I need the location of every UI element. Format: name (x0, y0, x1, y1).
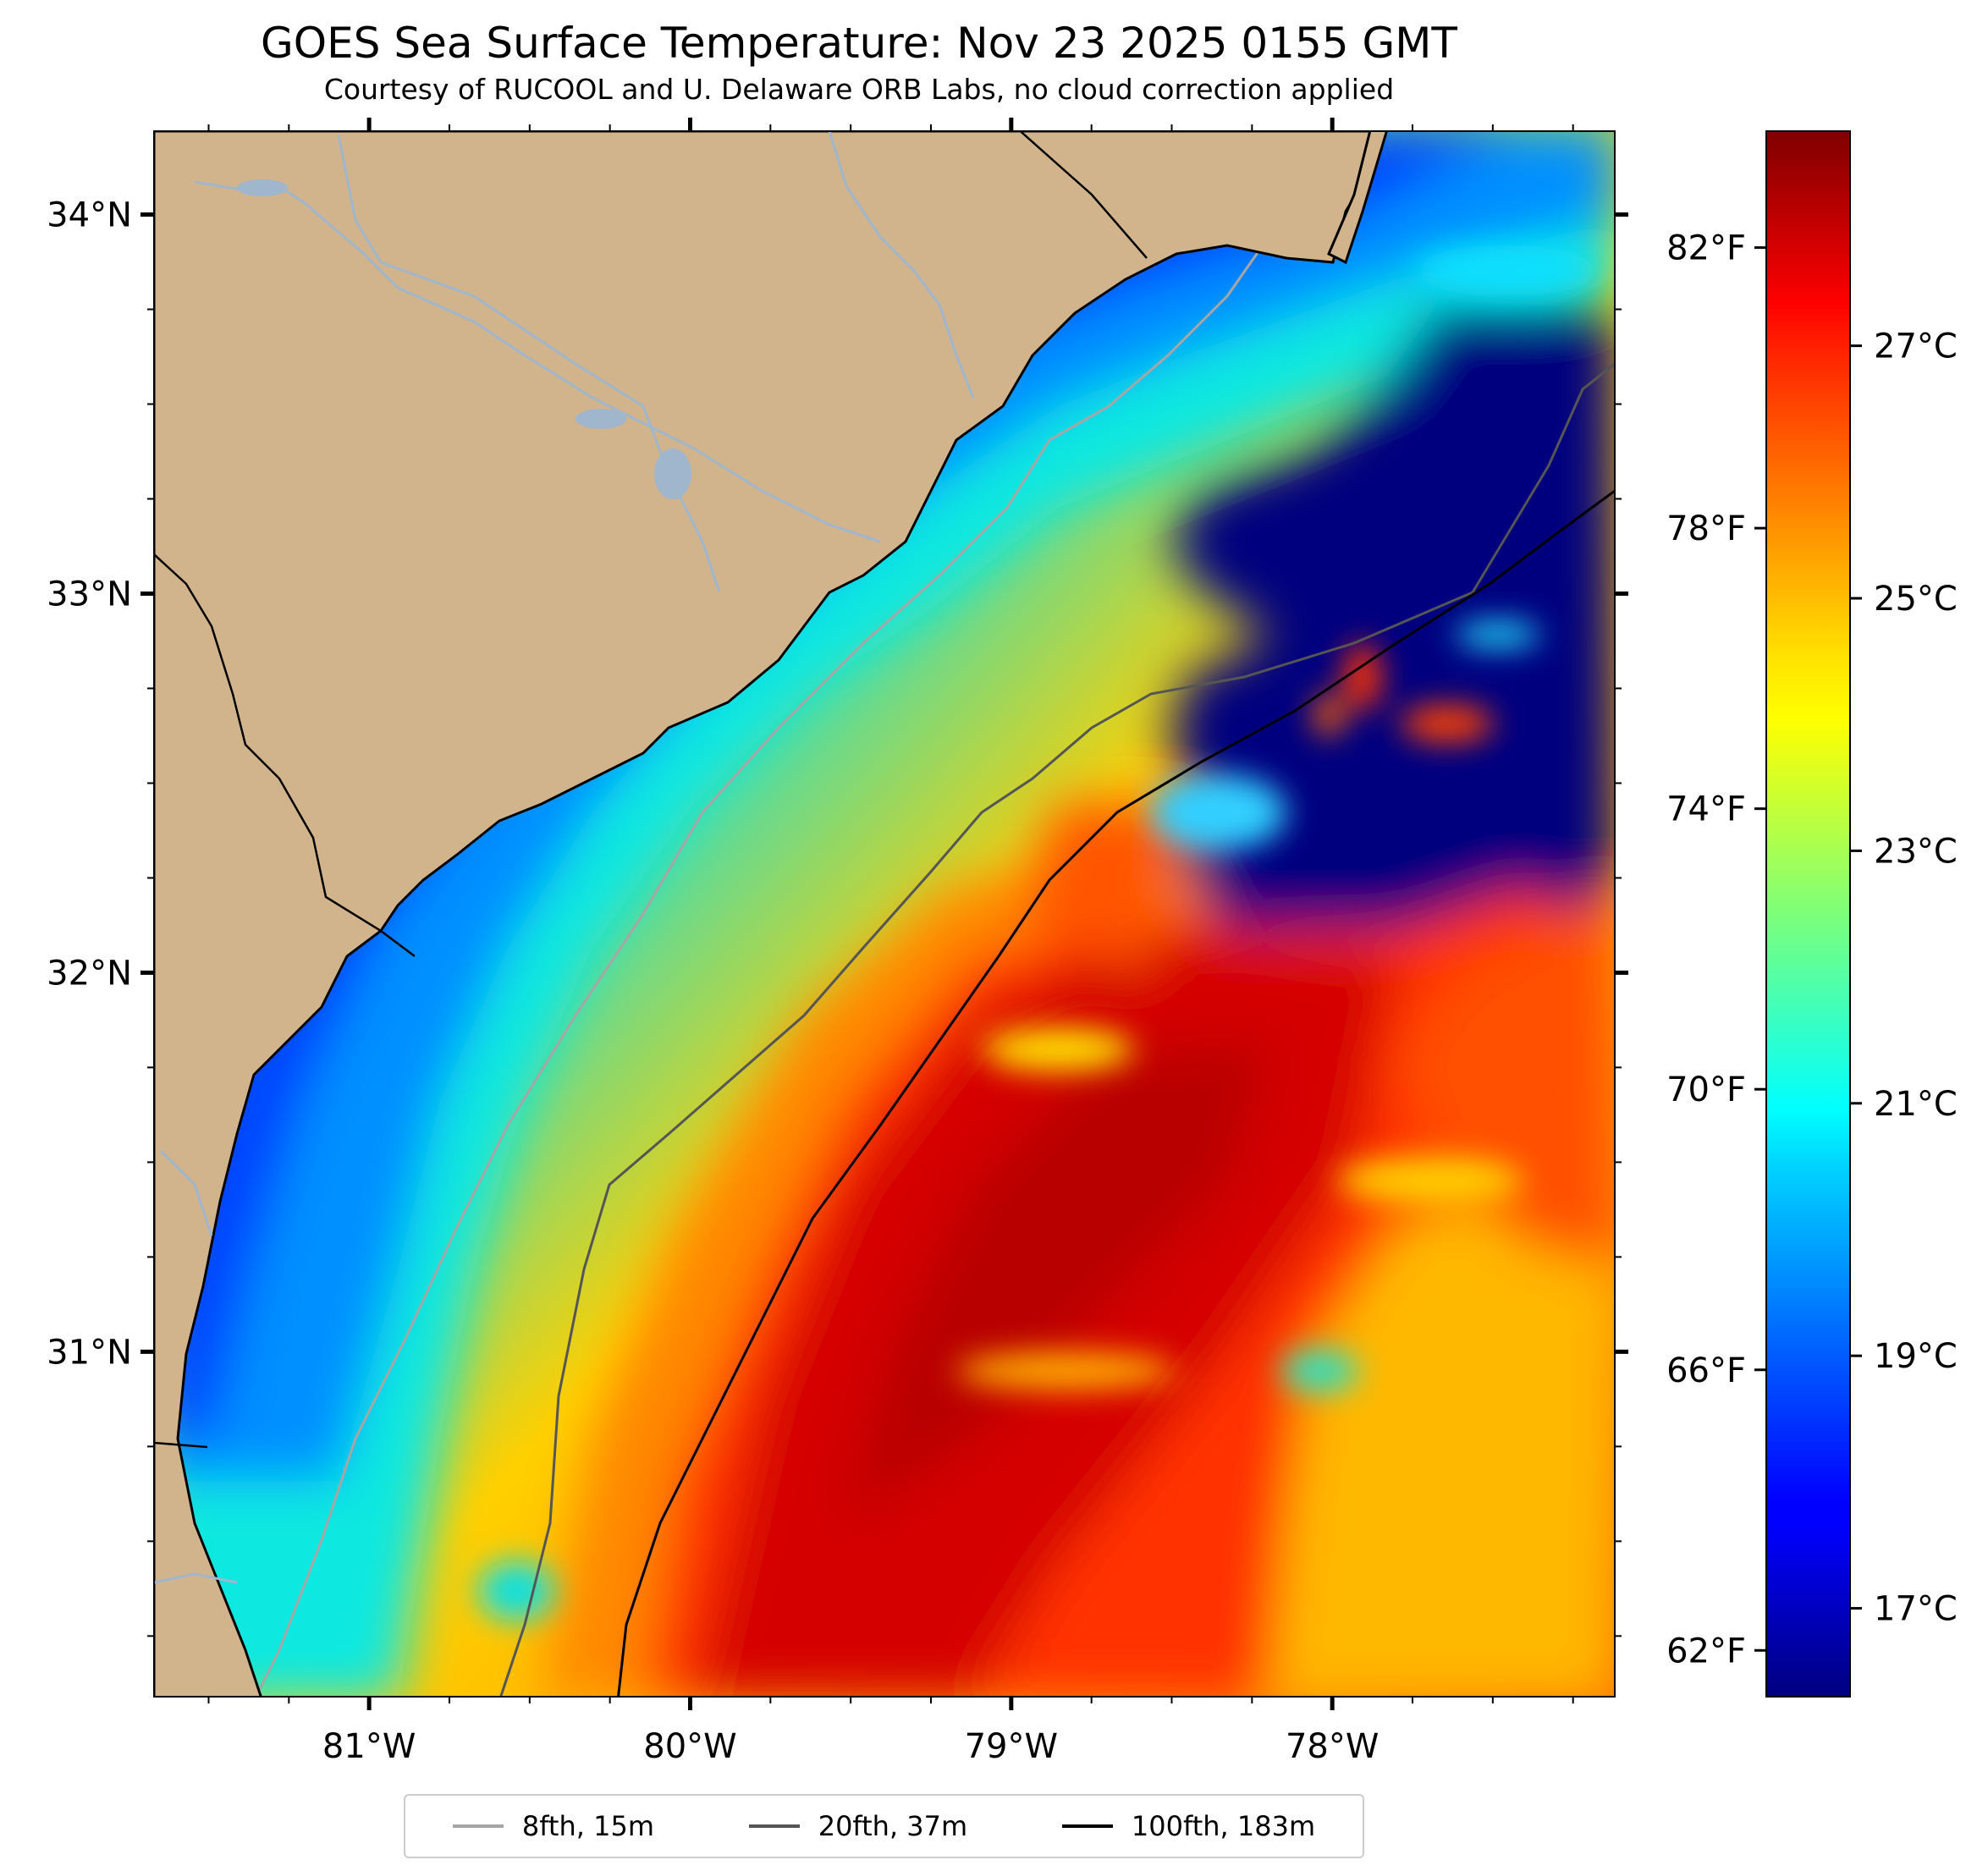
river-altamaha (154, 1572, 238, 1584)
colorbar-celsius-axis: 17°C 19°C 21°C 23°C 25°C 27°C (1850, 327, 1958, 1629)
latitude-axis: 34°N 33°N 32°N 31°N (47, 196, 1628, 1637)
land-mass (154, 131, 1385, 1697)
colorbar-gradient (1766, 131, 1850, 1697)
colorbar-f-label: 82°F (1666, 229, 1746, 268)
legend-label-100fth: 100fth, 183m (1131, 1810, 1316, 1842)
colorbar-c-label: 23°C (1874, 832, 1958, 871)
lat-tick-label: 32°N (47, 954, 132, 993)
river-waccamaw (828, 131, 975, 399)
legend-label-8fth: 8fth, 15m (521, 1810, 654, 1842)
warm-cells (478, 245, 1600, 1621)
legend-label-20fth: 20fth, 37m (818, 1810, 968, 1842)
river-savannah (159, 1149, 213, 1236)
legend-item-8fth: 8fth, 15m (452, 1810, 654, 1842)
colorbar-c-label: 25°C (1874, 580, 1958, 619)
colorbar-frame (1765, 130, 1851, 1698)
border-sc-ga (154, 553, 416, 957)
map-frame (153, 130, 1616, 1698)
colorbar-c-label: 17°C (1874, 1590, 1958, 1629)
legend-swatch-8fth (452, 1824, 504, 1828)
contour-20fth (499, 362, 1615, 1697)
lake-marion (654, 448, 691, 499)
lake-moultrie (575, 409, 626, 429)
lon-tick-label: 78°W (1286, 1727, 1379, 1766)
colorbar-c-label: 27°C (1874, 327, 1958, 366)
reservoir (237, 179, 288, 196)
longitude-axis: 81°W 80°W 79°W 78°W (207, 118, 1574, 1766)
map-title: GOES Sea Surface Temperature: Nov 23 202… (261, 19, 1457, 68)
border-river (154, 1441, 208, 1449)
lat-tick-label: 33°N (47, 575, 132, 614)
colorbar-c-label: 19°C (1874, 1337, 1958, 1376)
legend-item-100fth: 100fth, 183m (1061, 1810, 1316, 1842)
colorbar-f-label: 70°F (1666, 1070, 1746, 1109)
sst-field (154, 131, 1615, 1697)
contour-8fth (254, 131, 1318, 1697)
legend-swatch-100fth (1061, 1824, 1113, 1828)
barrier-island (1327, 131, 1389, 265)
lon-tick-label: 79°W (965, 1727, 1058, 1766)
lon-tick-label: 80°W (643, 1727, 736, 1766)
colorbar-f-label: 74°F (1666, 790, 1746, 829)
colorbar-c-label: 21°C (1874, 1085, 1958, 1124)
colorbar-fahrenheit-axis: 62°F 66°F 70°F 74°F 78°F 82°F (1666, 229, 1766, 1670)
bathymetry-legend: 8fth, 15m 20fth, 37m 100fth, 183m (404, 1794, 1364, 1858)
lat-tick-label: 31°N (47, 1333, 132, 1372)
legend-swatch-20fth (748, 1824, 800, 1828)
map-subtitle: Courtesy of RUCOOL and U. Delaware ORB L… (323, 73, 1395, 106)
border-nc-sc (1018, 131, 1148, 259)
colorbar-f-label: 62°F (1666, 1632, 1746, 1670)
colorbar-f-label: 78°F (1666, 509, 1746, 548)
contour-100fth (617, 489, 1615, 1697)
colorbar-f-label: 66°F (1666, 1351, 1746, 1390)
lat-tick-label: 34°N (47, 196, 132, 235)
legend-item-20fth: 20fth, 37m (748, 1810, 968, 1842)
river-santee (337, 135, 721, 593)
lon-tick-label: 81°W (322, 1727, 416, 1766)
